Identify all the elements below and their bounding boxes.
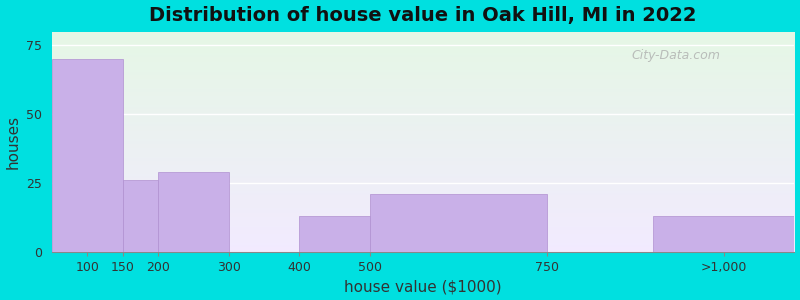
Y-axis label: houses: houses xyxy=(6,115,21,169)
Bar xyxy=(653,216,794,252)
Bar xyxy=(158,172,229,252)
Bar xyxy=(52,59,122,252)
Bar xyxy=(122,180,158,252)
Bar xyxy=(299,216,370,252)
Bar xyxy=(370,194,547,252)
Title: Distribution of house value in Oak Hill, MI in 2022: Distribution of house value in Oak Hill,… xyxy=(150,6,697,25)
Text: City-Data.com: City-Data.com xyxy=(631,49,720,62)
X-axis label: house value ($1000): house value ($1000) xyxy=(344,279,502,294)
